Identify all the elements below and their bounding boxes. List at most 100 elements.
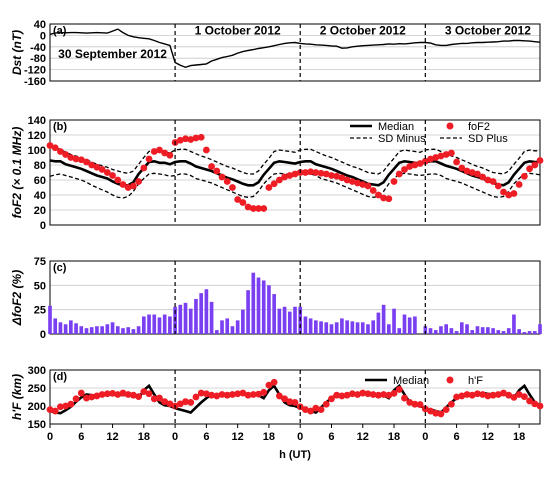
data-point-fof2	[291, 170, 299, 178]
bar	[345, 320, 349, 334]
bar	[496, 330, 501, 334]
data-point-fof2	[494, 182, 502, 190]
data-point-fof2	[192, 134, 200, 142]
data-point-fof2	[249, 205, 257, 212]
data-point-h-f	[229, 391, 236, 398]
bar	[220, 320, 224, 334]
x-tick-label: 6	[328, 431, 334, 443]
data-point-h-f	[338, 392, 346, 400]
data-point-h-f	[57, 403, 64, 411]
y-axis-label: h'F (km)	[10, 374, 24, 420]
bar	[74, 323, 78, 334]
data-point-fof2	[343, 176, 351, 184]
data-point-h-f	[442, 406, 450, 413]
bar	[142, 316, 146, 334]
data-point-fof2	[474, 170, 481, 178]
data-point-h-f	[463, 391, 471, 398]
data-point-h-f	[244, 391, 252, 399]
y-tick-label: -80	[30, 53, 46, 65]
data-point-fof2	[156, 146, 163, 154]
data-point-h-f	[213, 392, 221, 400]
data-point-fof2	[161, 149, 169, 157]
y-axis-label: Dst (nT)	[10, 30, 24, 75]
bar	[314, 320, 318, 334]
data-point-h-f	[302, 406, 309, 413]
data-point-fof2	[333, 172, 341, 180]
x-tick-label: 12	[106, 431, 118, 443]
data-point-fof2	[520, 172, 528, 180]
bar	[121, 328, 125, 334]
data-point-h-f	[505, 391, 513, 399]
data-point-fof2	[510, 190, 518, 197]
data-point-fof2	[103, 169, 111, 176]
data-point-fof2	[489, 178, 497, 185]
data-point-fof2	[182, 135, 189, 143]
y-tick-label: 40	[34, 19, 46, 31]
bar	[282, 306, 287, 334]
data-point-h-f	[359, 389, 367, 397]
y-axis-label: ΔfoF2 (%)	[10, 270, 24, 326]
data-point-h-f	[161, 398, 169, 406]
bar	[272, 294, 276, 334]
bar	[407, 317, 412, 334]
y-tick-label: -40	[30, 42, 46, 54]
data-point-h-f	[479, 391, 487, 398]
bar	[506, 328, 511, 334]
data-point-fof2	[395, 170, 403, 178]
data-point-fof2	[401, 166, 408, 173]
x-tick-label: 18	[138, 431, 150, 443]
y-tick-label: 60	[34, 175, 46, 187]
bar	[204, 289, 209, 334]
data-point-h-f	[234, 390, 242, 398]
data-point-h-f	[202, 390, 210, 398]
data-point-h-f	[192, 393, 200, 401]
data-point-h-f	[411, 400, 419, 408]
data-point-h-f	[130, 391, 137, 399]
data-point-h-f	[83, 394, 90, 402]
bar	[381, 304, 386, 334]
bar	[397, 328, 402, 334]
data-point-h-f	[343, 391, 351, 399]
data-point-fof2	[166, 151, 174, 159]
data-point-fof2	[208, 163, 215, 170]
bar	[256, 277, 261, 334]
data-point-h-f	[88, 393, 96, 401]
data-point-h-f	[375, 391, 382, 399]
legend-marker	[446, 376, 454, 384]
data-point-fof2	[437, 152, 445, 160]
y-tick-label: -120	[24, 65, 46, 77]
bar	[444, 324, 448, 334]
x-tick-label: 6	[203, 431, 209, 443]
data-point-h-f	[140, 388, 148, 395]
bar	[459, 322, 464, 334]
day-label: 2 October 2012	[320, 23, 406, 37]
data-point-fof2	[275, 176, 283, 184]
data-point-fof2	[286, 172, 294, 179]
x-tick-label: 0	[422, 431, 428, 443]
bar	[491, 328, 495, 334]
data-point-h-f	[416, 401, 424, 408]
data-point-h-f	[275, 392, 283, 400]
y-tick-label: -160	[24, 76, 46, 88]
data-point-h-f	[390, 390, 398, 397]
data-point-fof2	[150, 148, 158, 155]
bar	[387, 324, 391, 334]
data-point-fof2	[244, 203, 252, 211]
data-point-fof2	[432, 154, 440, 161]
legend: Median foF2 SD Minus SD Plus	[350, 121, 508, 145]
bar	[168, 316, 172, 334]
data-point-h-f	[98, 391, 106, 398]
data-point-fof2	[302, 169, 309, 176]
legend: Median h'F	[365, 375, 483, 387]
bar	[162, 314, 167, 334]
x-tick-label: 18	[388, 431, 400, 443]
bar	[350, 321, 355, 334]
legend-label: Median	[378, 121, 414, 133]
bar	[439, 326, 443, 334]
data-point-fof2	[213, 167, 221, 175]
bar	[225, 318, 230, 334]
bar	[267, 285, 271, 334]
bar	[69, 320, 73, 334]
data-point-h-f	[265, 381, 273, 389]
data-point-fof2	[307, 168, 315, 176]
